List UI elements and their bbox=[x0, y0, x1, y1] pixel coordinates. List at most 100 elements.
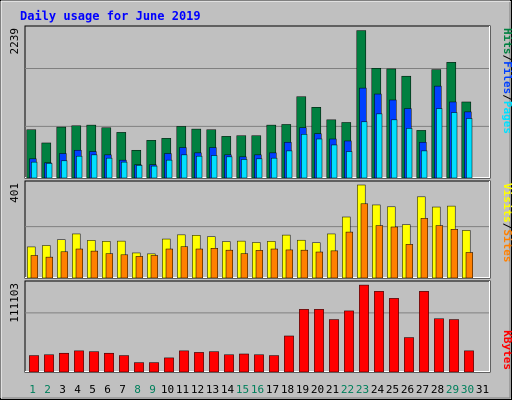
legend-visits: Visits bbox=[501, 183, 512, 223]
panel-1-y-tick-label: 401 bbox=[8, 183, 21, 203]
x-tick-label-19: 19 bbox=[296, 383, 309, 396]
bar-pages-day-5 bbox=[91, 154, 98, 179]
x-tick-label-14: 14 bbox=[221, 383, 235, 396]
bar-kbytes-day-4 bbox=[74, 350, 84, 373]
bar-kbytes-day-22 bbox=[344, 310, 354, 373]
legend-sites: Sites bbox=[501, 229, 512, 262]
x-tick-label-27: 27 bbox=[416, 383, 429, 396]
bar-kbytes-day-29 bbox=[449, 319, 459, 373]
bar-kbytes-day-19 bbox=[299, 309, 309, 373]
panel-1-legend: Visits/Sites bbox=[501, 183, 512, 263]
x-tick-label-17: 17 bbox=[266, 383, 279, 396]
bar-pages-day-12 bbox=[196, 155, 203, 179]
bar-pages-day-30 bbox=[466, 118, 473, 179]
x-tick-label-4: 4 bbox=[74, 383, 81, 396]
bar-pages-day-19 bbox=[301, 134, 308, 179]
bar-pages-day-28 bbox=[436, 108, 443, 179]
bar-kbytes-day-11 bbox=[179, 350, 189, 373]
x-tick-label-18: 18 bbox=[281, 383, 294, 396]
bar-sites-day-21 bbox=[330, 250, 338, 279]
bar-kbytes-day-12 bbox=[194, 352, 204, 373]
x-tick-label-9: 9 bbox=[149, 383, 156, 396]
bar-kbytes-day-2 bbox=[44, 354, 54, 373]
bar-pages-day-10 bbox=[166, 159, 173, 179]
bar-sites-day-16 bbox=[255, 250, 263, 279]
x-tick-label-22: 22 bbox=[341, 383, 354, 396]
bar-sites-day-14 bbox=[225, 249, 233, 279]
bar-sites-day-15 bbox=[240, 253, 248, 279]
bar-pages-day-29 bbox=[451, 112, 458, 179]
x-tick-label-11: 11 bbox=[176, 383, 189, 396]
bar-kbytes-day-17 bbox=[269, 355, 279, 373]
legend-hits: Hits bbox=[501, 28, 512, 55]
bar-kbytes-day-13 bbox=[209, 351, 219, 373]
bar-pages-day-2 bbox=[46, 163, 53, 179]
bar-pages-day-20 bbox=[316, 138, 323, 179]
bar-sites-day-11 bbox=[180, 246, 188, 279]
chart-title: Daily usage for June 2019 bbox=[20, 9, 201, 23]
bar-sites-day-26 bbox=[405, 244, 413, 279]
x-tick-label-21: 21 bbox=[326, 383, 339, 396]
bar-sites-day-30 bbox=[465, 252, 473, 279]
bar-kbytes-day-20 bbox=[314, 309, 324, 373]
bar-sites-day-18 bbox=[285, 249, 293, 279]
bar-kbytes-day-5 bbox=[89, 351, 99, 373]
bar-pages-day-7 bbox=[121, 161, 128, 179]
bar-kbytes-day-3 bbox=[59, 352, 69, 373]
x-tick-label-26: 26 bbox=[401, 383, 414, 396]
bar-kbytes-day-9 bbox=[149, 362, 159, 373]
x-tick-label-6: 6 bbox=[104, 383, 111, 396]
bar-pages-day-26 bbox=[406, 128, 413, 179]
bar-kbytes-day-26 bbox=[404, 337, 414, 373]
bar-kbytes-day-18 bbox=[284, 335, 294, 373]
chart-panels: 2239Hits/Files/Pages401Visits/Sites11110… bbox=[8, 25, 512, 396]
bar-pages-day-13 bbox=[211, 155, 218, 179]
bar-kbytes-day-16 bbox=[254, 354, 264, 373]
x-tick-label-12: 12 bbox=[191, 383, 204, 396]
bar-kbytes-day-24 bbox=[374, 291, 384, 373]
bar-sites-day-20 bbox=[315, 251, 323, 279]
bar-pages-day-8 bbox=[136, 165, 143, 179]
bar-kbytes-day-1 bbox=[29, 355, 39, 373]
bar-sites-day-25 bbox=[390, 226, 398, 279]
x-tick-label-16: 16 bbox=[251, 383, 264, 396]
x-tick-label-1: 1 bbox=[29, 383, 36, 396]
bar-pages-day-4 bbox=[76, 155, 83, 179]
x-tick-label-10: 10 bbox=[161, 383, 174, 396]
panel-0-legend: Hits/Files/Pages bbox=[501, 28, 512, 134]
x-tick-label-5: 5 bbox=[89, 383, 96, 396]
x-tick-label-8: 8 bbox=[134, 383, 141, 396]
legend-separator: / bbox=[501, 94, 512, 101]
bar-pages-day-27 bbox=[421, 150, 428, 179]
bar-pages-day-14 bbox=[226, 156, 233, 179]
legend-files: Files bbox=[501, 61, 512, 94]
bar-pages-day-3 bbox=[61, 160, 68, 179]
bar-sites-day-23 bbox=[360, 203, 368, 279]
x-tick-label-15: 15 bbox=[236, 383, 249, 396]
bar-sites-day-17 bbox=[270, 248, 278, 279]
bar-pages-day-17 bbox=[271, 157, 278, 179]
bar-pages-day-18 bbox=[286, 150, 293, 179]
bar-pages-day-16 bbox=[256, 158, 263, 179]
bar-pages-day-9 bbox=[151, 165, 158, 179]
bar-sites-day-9 bbox=[150, 255, 158, 279]
bar-sites-day-29 bbox=[450, 229, 458, 279]
x-tick-label-23: 23 bbox=[356, 383, 369, 396]
bar-pages-day-21 bbox=[331, 144, 338, 179]
bar-kbytes-day-10 bbox=[164, 357, 174, 373]
bar-pages-day-15 bbox=[241, 159, 248, 179]
bar-sites-day-7 bbox=[120, 254, 128, 279]
bar-kbytes-day-14 bbox=[224, 354, 234, 373]
bar-sites-day-10 bbox=[165, 248, 173, 279]
bar-kbytes-day-30 bbox=[464, 350, 474, 373]
x-tick-label-31: 31 bbox=[476, 383, 489, 396]
legend-pages: Pages bbox=[501, 101, 512, 134]
bar-pages-day-22 bbox=[346, 151, 353, 179]
bar-sites-day-19 bbox=[300, 249, 308, 279]
bar-kbytes-day-7 bbox=[119, 355, 129, 373]
x-tick-label-29: 29 bbox=[446, 383, 459, 396]
bar-pages-day-24 bbox=[376, 113, 383, 179]
bar-pages-day-1 bbox=[31, 161, 38, 179]
bar-sites-day-13 bbox=[210, 248, 218, 279]
